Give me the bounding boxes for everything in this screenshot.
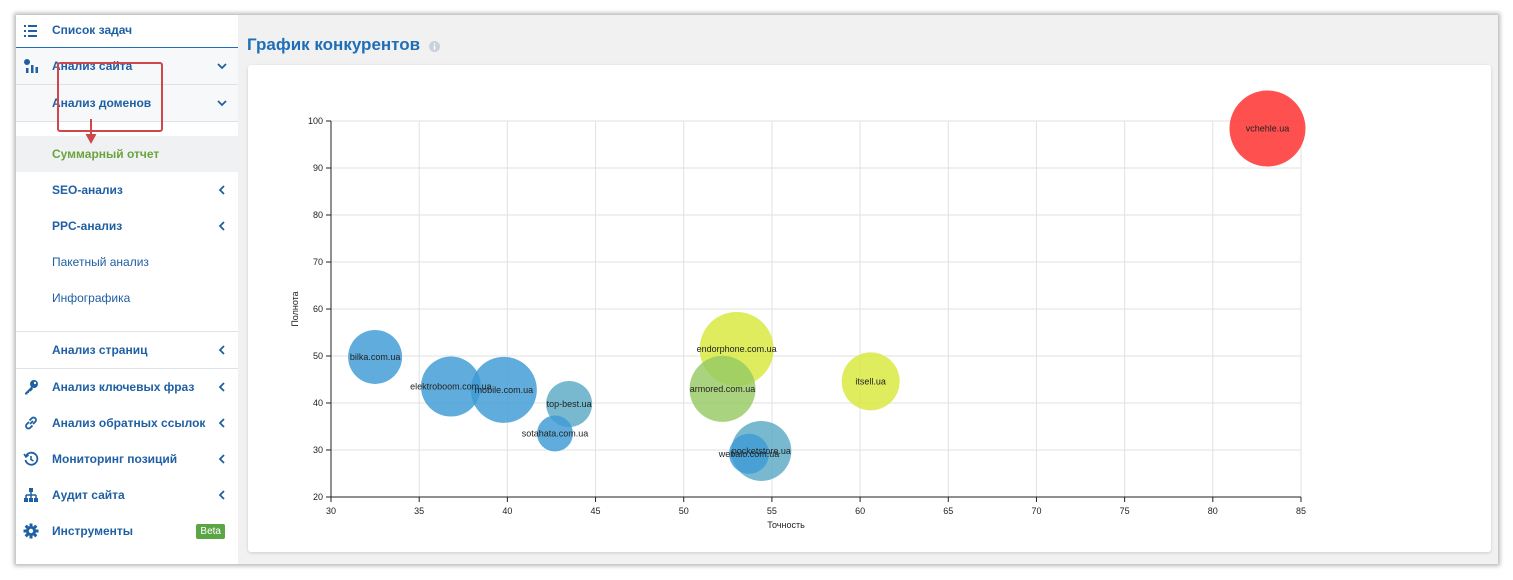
bubble-label: bilka.com.ua <box>350 352 401 362</box>
y-tick-label: 100 <box>308 116 323 126</box>
sidebar-item-label: Пакетный анализ <box>52 255 149 269</box>
bubble-point <box>470 356 537 423</box>
x-tick-label: 45 <box>591 506 601 516</box>
chevron-down-icon <box>217 100 227 107</box>
bubble-label: webalo.com.ua <box>718 449 780 459</box>
divider <box>16 121 238 122</box>
x-tick-label: 60 <box>855 506 865 516</box>
y-tick-label: 50 <box>313 351 323 361</box>
chevron-left-icon <box>218 454 225 464</box>
sidebar-item-batch-analysis[interactable]: Пакетный анализ <box>16 244 238 280</box>
bubble-point <box>420 356 481 417</box>
chevron-left-icon <box>218 418 225 428</box>
x-axis-title: Точность <box>767 520 805 530</box>
bubble-point <box>841 352 900 411</box>
app-window: Список задач Анализ сайта Анализ доменов… <box>16 15 1498 564</box>
sidebar-item-label: Инструменты <box>52 524 134 538</box>
annotation-arrow <box>85 119 97 144</box>
x-tick-label: 55 <box>767 506 777 516</box>
bubble-label: endorphone.com.ua <box>697 344 777 354</box>
y-tick-label: 60 <box>313 304 323 314</box>
sidebar-item-tools[interactable]: Инструменты Beta <box>16 513 238 549</box>
sidebar-item-domain-analysis[interactable]: Анализ доменов <box>16 85 238 121</box>
sidebar-item-page-analysis[interactable]: Анализ страниц <box>16 332 238 368</box>
page-title: График конкурентов <box>247 35 421 54</box>
bubble-point <box>689 355 756 422</box>
bubble-label: sotahata.com.ua <box>522 429 589 439</box>
y-tick-label: 70 <box>313 257 323 267</box>
bubble-point <box>728 433 769 474</box>
y-tick-label: 80 <box>313 210 323 220</box>
divider <box>16 331 238 332</box>
sidebar-item-label: Анализ ключевых фраз <box>52 380 195 394</box>
sidebar-item-label: Суммарный отчет <box>52 147 160 161</box>
chevron-left-icon <box>218 221 225 231</box>
y-tick-label: 20 <box>313 492 323 502</box>
sidebar-item-label: Анализ доменов <box>52 96 152 110</box>
bubble-label: elektroboom.com.ua <box>410 382 492 392</box>
bubble-label: armored.com.ua <box>690 384 756 394</box>
x-tick-label: 40 <box>502 506 512 516</box>
list-icon <box>24 25 37 37</box>
beta-badge: Beta <box>196 524 225 539</box>
divider <box>16 84 238 85</box>
bubble-label: mobile.com.ua <box>475 385 534 395</box>
sidebar-item-label: Анализ обратных ссылок <box>52 416 206 430</box>
bubble-point <box>546 380 593 427</box>
annotation-highlight-box <box>57 62 163 132</box>
y-tick-label: 30 <box>313 445 323 455</box>
sidebar: Список задач Анализ сайта Анализ доменов… <box>16 15 238 564</box>
sidebar-item-label: Инфографика <box>52 291 131 305</box>
y-tick-label: 40 <box>313 398 323 408</box>
x-tick-label: 50 <box>679 506 689 516</box>
bubble-label: vchehle.ua <box>1246 124 1290 134</box>
bubble-label: itsell.ua <box>855 376 886 386</box>
gear-icon <box>23 523 39 539</box>
sidebar-item-label: Мониторинг позиций <box>52 452 178 466</box>
link-icon <box>25 416 37 430</box>
x-tick-label: 80 <box>1208 506 1218 516</box>
chevron-down-icon <box>217 63 227 70</box>
sidebar-item-label: PPC-анализ <box>52 219 123 233</box>
chevron-left-icon <box>218 382 225 392</box>
y-tick-label: 90 <box>313 163 323 173</box>
bubble-point <box>348 329 403 384</box>
sidebar-item-label: Аудит сайта <box>52 488 125 502</box>
bubble-point <box>1229 90 1306 167</box>
sidebar-item-summary-report[interactable]: Суммарный отчет <box>16 136 238 172</box>
x-tick-label: 35 <box>414 506 424 516</box>
sidebar-item-label: SEO-анализ <box>52 183 123 197</box>
x-tick-label: 85 <box>1296 506 1306 516</box>
competitors-bubble-chart: 30 35 40 45 50 55 60 65 70 75 80 852030405060708090… <box>290 90 1306 530</box>
bubble-label: pocketstore.ua <box>732 446 791 456</box>
x-tick-label: 70 <box>1031 506 1041 516</box>
history-icon <box>23 451 39 466</box>
x-tick-label: 65 <box>943 506 953 516</box>
bubble-point <box>536 415 573 452</box>
sidebar-item-site-audit[interactable]: Аудит сайта <box>16 477 238 513</box>
info-icon[interactable] <box>429 41 440 52</box>
sitemap-icon <box>24 488 38 502</box>
sidebar-item-ppc-analysis[interactable]: PPC-анализ <box>16 208 238 244</box>
divider <box>16 368 238 369</box>
chart-card: 30 35 40 45 50 55 60 65 70 75 80 85 20 30 40 50 60 70 80 90… <box>248 65 1491 552</box>
bubble-label: top-best.ua <box>547 399 592 409</box>
sidebar-item-task-list[interactable]: Список задач <box>16 15 238 51</box>
divider <box>16 47 238 48</box>
sidebar-item-position-monitoring[interactable]: Мониторинг позиций <box>16 441 238 477</box>
chevron-left-icon <box>218 490 225 500</box>
x-tick-label: 30 <box>326 506 336 516</box>
chevron-left-icon <box>218 185 225 195</box>
sidebar-item-seo-analysis[interactable]: SEO-анализ <box>16 172 238 208</box>
sidebar-item-keyword-analysis[interactable]: Анализ ключевых фраз <box>16 369 238 405</box>
analytics-icon <box>24 59 38 73</box>
key-icon <box>25 380 38 395</box>
sidebar-item-infographics[interactable]: Инфографика <box>16 280 238 316</box>
sidebar-item-label: Список задач <box>52 23 133 37</box>
sidebar-item-label: Анализ страниц <box>52 343 148 357</box>
x-tick-label: 75 <box>1120 506 1130 516</box>
sidebar-item-backlink-analysis[interactable]: Анализ обратных ссылок <box>16 405 238 441</box>
y-axis-title: Полнота <box>290 291 300 326</box>
chevron-left-icon <box>218 345 225 355</box>
